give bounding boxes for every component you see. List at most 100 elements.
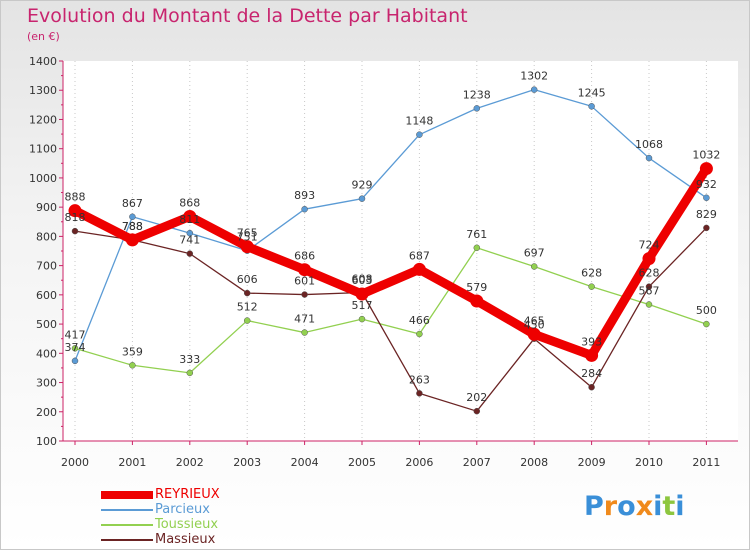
data-label: 687 xyxy=(409,249,430,262)
data-label: 466 xyxy=(409,314,430,327)
logo-letter: P xyxy=(584,491,604,522)
y-tick-label: 1400 xyxy=(29,55,57,68)
data-point xyxy=(703,224,710,232)
legend-item: Massieux xyxy=(101,532,220,547)
logo-letter: t xyxy=(662,491,676,522)
data-point xyxy=(642,252,656,266)
data-label: 500 xyxy=(696,304,717,317)
y-tick-label: 900 xyxy=(36,201,57,214)
proxiti-logo: Proxiti xyxy=(584,491,685,522)
legend-swatch xyxy=(101,490,153,499)
data-point xyxy=(243,317,251,324)
data-label: 1238 xyxy=(463,88,491,101)
data-label: 761 xyxy=(466,228,487,241)
data-point xyxy=(301,205,308,213)
y-tick-label: 1000 xyxy=(29,172,57,185)
legend-label: Massieux xyxy=(155,532,216,547)
x-tick-label: 2005 xyxy=(348,456,376,469)
series-line xyxy=(70,164,711,360)
data-label: 741 xyxy=(179,234,200,247)
x-tick-label: 2010 xyxy=(635,456,663,469)
data-point xyxy=(412,262,426,276)
data-point xyxy=(416,131,423,138)
data-label: 929 xyxy=(352,179,373,192)
legend-label: Parcieux xyxy=(155,502,210,517)
data-label: 517 xyxy=(352,299,373,312)
data-label: 751 xyxy=(237,231,258,244)
data-label: 811 xyxy=(179,213,200,226)
data-label: 765 xyxy=(237,227,258,240)
data-label: 450 xyxy=(524,319,545,332)
data-point xyxy=(530,86,538,93)
legend-item: REYRIEUX xyxy=(101,487,220,502)
data-label: 471 xyxy=(294,313,315,326)
data-label: 393 xyxy=(581,335,602,348)
data-point xyxy=(588,283,595,290)
data-point xyxy=(68,204,82,218)
data-point xyxy=(473,105,481,112)
data-label: 686 xyxy=(294,250,315,263)
data-label: 512 xyxy=(237,301,258,314)
data-label: 628 xyxy=(581,267,602,280)
data-point xyxy=(703,320,710,328)
series-line xyxy=(74,227,708,412)
x-tick-label: 2008 xyxy=(520,456,548,469)
legend-label: REYRIEUX xyxy=(155,487,220,502)
x-tick-label: 2002 xyxy=(176,456,204,469)
y-tick-label: 200 xyxy=(36,406,57,419)
y-tick-label: 400 xyxy=(36,347,57,360)
data-label: 417 xyxy=(65,328,86,341)
data-point xyxy=(473,244,481,252)
data-point xyxy=(416,330,423,338)
data-point xyxy=(588,383,595,391)
y-tick-label: 500 xyxy=(36,318,57,331)
data-label: 202 xyxy=(466,391,487,404)
logo-letter: r xyxy=(603,491,618,522)
data-point xyxy=(416,390,423,397)
data-point xyxy=(585,348,599,362)
chart-title: Evolution du Montant de la Dette par Hab… xyxy=(27,5,468,27)
data-label: 603 xyxy=(352,274,373,287)
data-point xyxy=(703,194,710,202)
data-label: 284 xyxy=(581,367,602,380)
data-point xyxy=(186,369,194,377)
data-point xyxy=(129,362,136,369)
data-label: 333 xyxy=(179,353,200,366)
data-point xyxy=(125,233,139,247)
data-label: 1302 xyxy=(520,70,548,83)
data-point xyxy=(358,315,366,323)
data-label: 601 xyxy=(294,275,315,288)
series-toussieux xyxy=(71,244,710,377)
data-label: 1148 xyxy=(405,115,433,128)
data-point xyxy=(298,263,312,277)
series-reyrieux xyxy=(68,162,713,362)
data-point xyxy=(240,240,254,254)
data-label: 932 xyxy=(696,178,717,191)
data-point xyxy=(301,329,308,336)
data-point xyxy=(588,103,595,110)
series-line xyxy=(74,88,708,362)
data-label: 868 xyxy=(179,197,200,210)
legend-swatch xyxy=(101,523,153,526)
data-point xyxy=(183,210,197,224)
legend-item: Parcieux xyxy=(101,502,220,517)
logo-letter: o xyxy=(617,491,636,522)
legend-item: Toussieux xyxy=(101,517,220,532)
x-tick-label: 2003 xyxy=(233,456,261,469)
plot-area xyxy=(63,61,738,441)
data-point xyxy=(645,301,653,308)
data-label: 788 xyxy=(122,220,143,233)
data-label: 359 xyxy=(122,345,143,358)
data-label: 818 xyxy=(65,211,86,224)
legend-label: Toussieux xyxy=(155,517,219,532)
x-tick-label: 2007 xyxy=(463,456,491,469)
data-point xyxy=(71,227,79,235)
data-point xyxy=(699,162,713,176)
logo-letter: i xyxy=(675,491,685,522)
data-label: 867 xyxy=(122,197,143,210)
y-tick-label: 600 xyxy=(36,289,57,302)
y-tick-label: 800 xyxy=(36,230,57,243)
data-label: 1032 xyxy=(692,149,720,162)
